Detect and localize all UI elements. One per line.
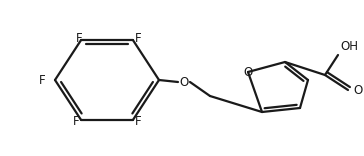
Text: F: F	[135, 32, 141, 44]
Text: O: O	[353, 83, 362, 97]
Text: F: F	[73, 115, 79, 129]
Text: OH: OH	[340, 40, 358, 53]
Text: F: F	[38, 73, 45, 86]
Text: O: O	[244, 66, 253, 78]
Text: F: F	[76, 32, 83, 44]
Text: F: F	[135, 115, 141, 129]
Text: O: O	[179, 76, 189, 88]
